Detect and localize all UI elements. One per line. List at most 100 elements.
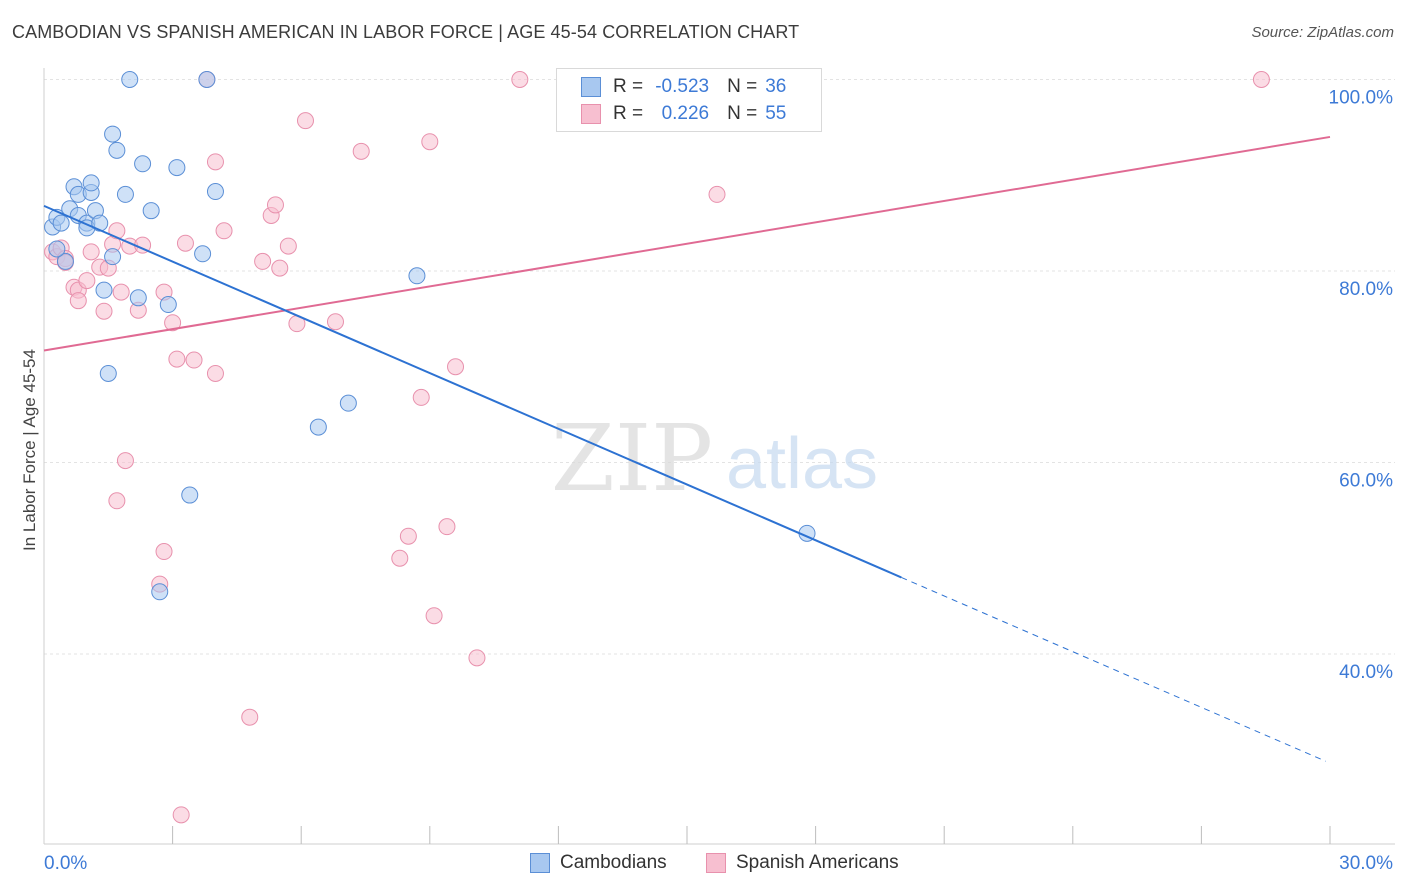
source-label: Source: ZipAtlas.com xyxy=(1251,24,1394,41)
y-tick-label: 60.0% xyxy=(1339,471,1393,492)
y-tick-label: 100.0% xyxy=(1329,88,1394,109)
data-point-spanish-american xyxy=(468,649,486,667)
tick-labels: 40.0% 60.0% 80.0% 100.0% 0.0% 30.0% xyxy=(44,88,1393,875)
legend-r-label: R = xyxy=(613,76,644,97)
data-point-spanish-american xyxy=(399,527,417,545)
legend-row-cambodians: R = -0.523 N = 36 xyxy=(581,75,786,99)
data-point-spanish-american xyxy=(206,153,224,171)
data-point-spanish-american xyxy=(241,708,259,726)
data-point-cambodian xyxy=(142,202,160,220)
axis-layer xyxy=(43,68,1395,845)
data-point-spanish-american xyxy=(391,549,409,567)
data-point-spanish-american xyxy=(447,358,465,376)
data-point-spanish-american xyxy=(206,364,224,382)
data-point-cambodian xyxy=(52,214,70,232)
legend-n-value-cambodians: 36 xyxy=(765,76,787,97)
legend-item-spanish-americans[interactable]: Spanish Americans xyxy=(706,852,899,874)
y-tick-label: 80.0% xyxy=(1339,279,1393,300)
data-point-spanish-american xyxy=(168,350,186,368)
x-tick-label: 30.0% xyxy=(1339,853,1393,874)
data-point-spanish-american xyxy=(438,518,456,536)
data-point-spanish-american xyxy=(266,196,284,214)
data-point-cambodian xyxy=(95,281,113,299)
watermark-atlas: atlas xyxy=(726,424,878,504)
trendline-spanish-americans xyxy=(43,135,1331,352)
trendline-cambodians xyxy=(43,204,902,579)
chart-title: CAMBODIAN VS SPANISH AMERICAN IN LABOR F… xyxy=(12,22,800,42)
legend-label-cambodians: Cambodians xyxy=(560,852,667,873)
data-point-cambodian xyxy=(159,296,177,314)
data-point-cambodian xyxy=(206,183,224,201)
legend-r-label: R = xyxy=(613,103,644,124)
data-point-spanish-american xyxy=(296,112,314,130)
legend-swatch-cambodians xyxy=(530,853,550,873)
legend-swatch-spanish-americans xyxy=(706,853,726,873)
data-point-cambodian xyxy=(198,71,216,88)
series-legend: Cambodians Spanish Americans xyxy=(0,852,1406,878)
data-point-spanish-american xyxy=(511,71,529,88)
legend-r-value-spanish-americans: 0.226 xyxy=(661,103,710,124)
data-point-cambodian xyxy=(408,267,426,285)
data-point-spanish-american xyxy=(708,185,726,203)
data-point-cambodian xyxy=(129,289,147,307)
data-point-spanish-american xyxy=(326,313,344,331)
data-point-cambodian xyxy=(108,141,126,159)
data-point-cambodian xyxy=(104,248,122,266)
legend-n-label: N = xyxy=(727,76,758,97)
watermark-zip: ZIP xyxy=(551,405,713,512)
data-point-cambodian xyxy=(48,240,66,258)
y-tick-label: 40.0% xyxy=(1339,662,1393,683)
data-point-spanish-american xyxy=(108,492,126,510)
data-point-spanish-american xyxy=(172,806,190,824)
data-point-cambodian xyxy=(104,125,122,143)
data-point-spanish-american xyxy=(1252,71,1270,88)
data-point-cambodian xyxy=(134,155,152,173)
data-point-spanish-american xyxy=(271,259,289,277)
data-point-spanish-american xyxy=(279,237,297,255)
legend-r-value-cambodians: -0.523 xyxy=(655,76,710,97)
data-point-spanish-american xyxy=(164,314,182,332)
data-point-spanish-american xyxy=(425,607,443,625)
data-point-cambodian xyxy=(56,252,74,270)
data-point-cambodian xyxy=(116,185,134,203)
data-point-spanish-american xyxy=(254,252,272,270)
data-point-cambodian xyxy=(339,394,357,412)
correlation-legend: R = -0.523 N = 36 R = 0.226 N = 55 xyxy=(556,68,822,132)
data-point-spanish-american xyxy=(95,302,113,320)
data-point-cambodian xyxy=(168,159,186,177)
data-point-spanish-american xyxy=(155,543,173,561)
trend-lines xyxy=(43,135,1331,762)
data-point-spanish-american xyxy=(412,388,430,406)
data-point-cambodian xyxy=(181,486,199,504)
data-point-spanish-american xyxy=(421,133,439,151)
data-point-cambodian xyxy=(82,174,100,192)
data-point-spanish-american xyxy=(112,283,130,301)
series-cambodians xyxy=(44,71,816,601)
y-axis-label: In Labor Force | Age 45-54 xyxy=(20,349,39,551)
legend-item-cambodians[interactable]: Cambodians xyxy=(530,852,667,874)
grid-layer xyxy=(44,79,1395,655)
watermark: ZIP atlas xyxy=(551,405,878,512)
legend-swatch-spanish-americans xyxy=(581,104,601,124)
data-point-cambodian xyxy=(309,418,327,436)
data-point-cambodian xyxy=(91,214,109,232)
data-point-cambodian xyxy=(121,71,139,88)
data-point-spanish-american xyxy=(116,452,134,470)
legend-n-value-spanish-americans: 55 xyxy=(765,103,787,124)
data-point-spanish-american xyxy=(69,292,87,310)
data-point-spanish-american xyxy=(176,234,194,252)
trendline-cambodians-extension xyxy=(901,576,1326,762)
data-point-spanish-american xyxy=(82,243,100,261)
legend-label-spanish-americans: Spanish Americans xyxy=(736,852,899,873)
data-point-cambodian xyxy=(99,364,117,382)
legend-n-label: N = xyxy=(727,103,758,124)
data-point-spanish-american xyxy=(215,222,233,240)
legend-row-spanish-americans: R = 0.226 N = 55 xyxy=(581,102,786,126)
data-point-cambodian xyxy=(151,583,169,601)
legend-swatch-cambodians xyxy=(581,77,601,97)
data-point-spanish-american xyxy=(352,142,370,160)
x-tick-label: 0.0% xyxy=(44,853,87,874)
data-point-cambodian xyxy=(194,245,212,263)
data-point-spanish-american xyxy=(185,351,203,369)
